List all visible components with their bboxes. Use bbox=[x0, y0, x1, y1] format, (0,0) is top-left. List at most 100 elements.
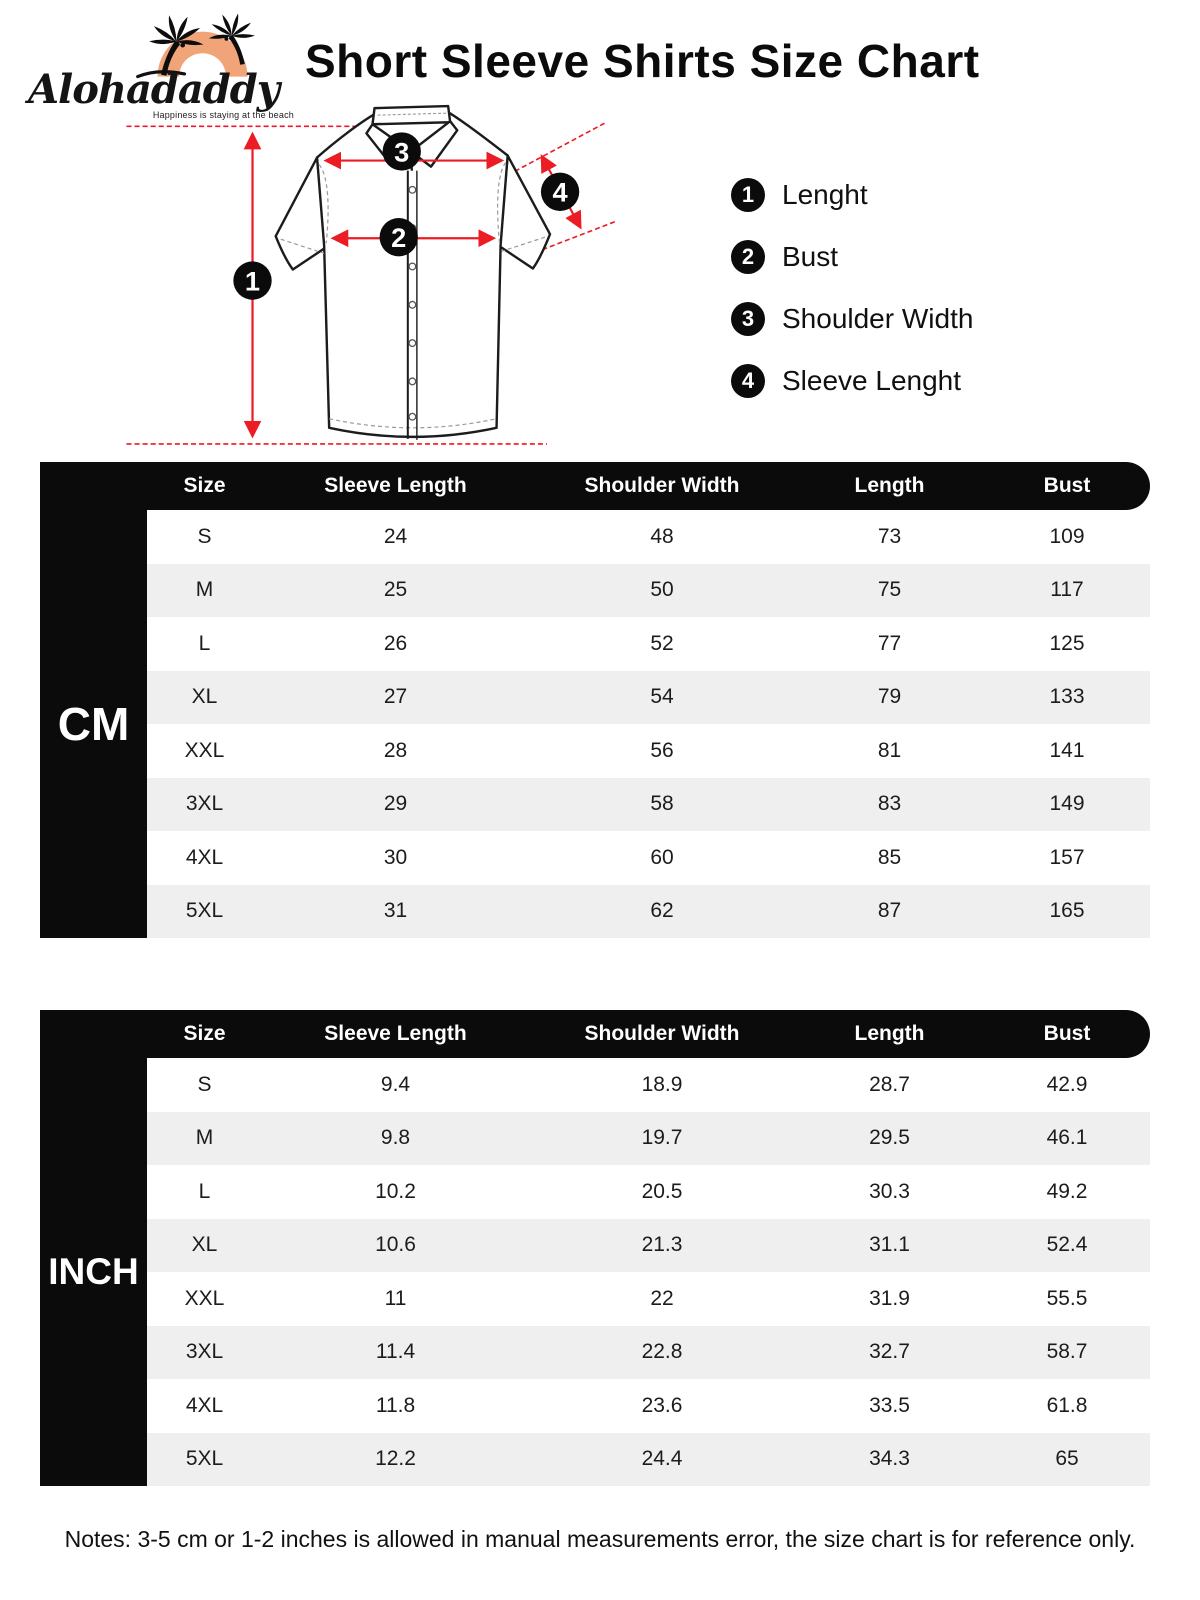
value-cell: 109 bbox=[1049, 524, 1085, 548]
measurement-notes: Notes: 3-5 cm or 1-2 inches is allowed i… bbox=[64, 1526, 1136, 1552]
badge-1: 1 bbox=[245, 265, 260, 296]
table-row: 5XL 31 62 87 165 bbox=[147, 884, 1150, 938]
value-cell: 22 bbox=[650, 1286, 674, 1310]
legend-number-badge: 1 bbox=[731, 178, 765, 212]
value-cell: 10.2 bbox=[375, 1179, 416, 1203]
value-cell: 9.8 bbox=[380, 1126, 411, 1150]
value-cell: 83 bbox=[877, 792, 902, 816]
table-row: XXL 11 22 31.9 55.5 bbox=[147, 1272, 1150, 1326]
table-rows: S 24 48 73 109 M 25 50 75 117 L 26 52 77 125 XL 27 54 79 13… bbox=[147, 510, 1150, 938]
size-cell: S bbox=[197, 1072, 212, 1096]
legend-item-lenght: 1 Lenght bbox=[731, 176, 973, 214]
size-cell: M bbox=[195, 1126, 214, 1150]
value-cell: 31.1 bbox=[869, 1233, 910, 1257]
size-cell: 5XL bbox=[185, 899, 224, 923]
value-cell: 85 bbox=[877, 845, 902, 869]
value-cell: 58.7 bbox=[1046, 1340, 1088, 1364]
value-cell: 31 bbox=[383, 899, 408, 923]
value-cell: 75 bbox=[877, 578, 902, 602]
value-cell: 50 bbox=[650, 578, 674, 602]
size-cell: M bbox=[195, 578, 214, 602]
table-row: XXL 28 56 81 141 bbox=[147, 724, 1150, 778]
table-header-row: Size Sleeve Length Shoulder Width Length Bus… bbox=[40, 462, 1150, 510]
value-cell: 58 bbox=[650, 792, 674, 816]
value-cell: 56 bbox=[650, 738, 674, 762]
size-cell: L bbox=[198, 631, 211, 655]
value-cell: 157 bbox=[1049, 845, 1085, 869]
value-cell: 12.2 bbox=[375, 1447, 416, 1471]
table-rows: S 9.4 18.9 28.7 42.9 M 9.8 19.7 29.5 46.1 L 10.2 20.… bbox=[147, 1058, 1150, 1486]
column-header: Length bbox=[854, 474, 925, 497]
column-header: Bust bbox=[1043, 474, 1091, 497]
legend-number-badge: 4 bbox=[731, 364, 765, 398]
value-cell: 19.7 bbox=[641, 1126, 683, 1150]
value-cell: 52.4 bbox=[1046, 1233, 1088, 1257]
legend-label: Shoulder Width bbox=[782, 303, 974, 334]
table-row: L 26 52 77 125 bbox=[147, 617, 1150, 671]
size-cell: 4XL bbox=[185, 845, 224, 869]
legend-number-badge: 3 bbox=[731, 302, 765, 336]
size-cell: S bbox=[197, 524, 212, 548]
size-cell: XL bbox=[191, 685, 218, 709]
value-cell: 32.7 bbox=[869, 1340, 910, 1364]
table-row: 4XL 11.8 23.6 33.5 61.8 bbox=[147, 1379, 1150, 1433]
badge-4: 4 bbox=[553, 177, 568, 208]
table-row: XL 27 54 79 133 bbox=[147, 670, 1150, 724]
table-row: M 9.8 19.7 29.5 46.1 bbox=[147, 1111, 1150, 1165]
value-cell: 42.9 bbox=[1046, 1072, 1088, 1096]
value-cell: 79 bbox=[877, 685, 902, 709]
column-header: Length bbox=[854, 1022, 925, 1045]
value-cell: 20.5 bbox=[641, 1179, 683, 1203]
size-cell: L bbox=[198, 1179, 211, 1203]
value-cell: 48 bbox=[650, 524, 674, 548]
value-cell: 22.8 bbox=[641, 1340, 683, 1364]
value-cell: 165 bbox=[1049, 899, 1085, 923]
legend-label: Sleeve Lenght bbox=[782, 365, 962, 396]
size-table-cm: Size Sleeve Length Shoulder Width Length Bus… bbox=[40, 462, 1150, 938]
legend-item-sleeve-lenght: 4 Sleeve Lenght bbox=[731, 362, 973, 400]
legend-number-badge: 2 bbox=[731, 240, 765, 274]
shirt-placket bbox=[406, 170, 418, 440]
value-cell: 141 bbox=[1049, 738, 1085, 762]
table-header-row: Size Sleeve Length Shoulder Width Length Bus… bbox=[40, 1010, 1150, 1058]
size-cell: XXL bbox=[184, 738, 225, 762]
value-cell: 34.3 bbox=[869, 1447, 910, 1471]
unit-label-inch: INCH bbox=[40, 1010, 147, 1486]
value-cell: 62 bbox=[650, 899, 674, 923]
value-cell: 87 bbox=[877, 899, 902, 923]
size-cell: XXL bbox=[184, 1286, 225, 1310]
badge-3: 3 bbox=[394, 136, 409, 167]
value-cell: 49.2 bbox=[1046, 1179, 1088, 1203]
legend-label: Bust bbox=[782, 241, 839, 272]
legend-item-shoulder-width: 3 Shoulder Width bbox=[731, 300, 973, 338]
value-cell: 60 bbox=[650, 845, 674, 869]
column-header: Sleeve Length bbox=[324, 474, 467, 497]
value-cell: 25 bbox=[383, 578, 408, 602]
value-cell: 125 bbox=[1049, 631, 1085, 655]
shirt-diagram-graphic: 1 2 3 4 bbox=[126, 104, 617, 445]
table-body: INCH S 9.4 18.9 28.7 42.9 M 9.8 19.7 29.5 46.1 L 10… bbox=[40, 1010, 1150, 1486]
value-cell: 149 bbox=[1049, 792, 1085, 816]
table-row: 5XL 12.2 24.4 34.3 65 bbox=[147, 1432, 1150, 1486]
brand-name: Alohadaddy bbox=[28, 66, 280, 113]
table-body: CM S 24 48 73 109 M 25 50 75 117 L 26 52 77 125 XL 27 54 7… bbox=[40, 462, 1150, 938]
palm-tree-icon bbox=[149, 15, 204, 76]
value-cell: 55.5 bbox=[1046, 1286, 1088, 1310]
value-cell: 133 bbox=[1049, 685, 1085, 709]
value-cell: 117 bbox=[1050, 578, 1084, 602]
value-cell: 77 bbox=[877, 631, 902, 655]
value-cell: 18.9 bbox=[641, 1072, 683, 1096]
measurement-legend: 1 Lenght 2 Bust 3 Shoulder Width 4 Sleeve Lengh… bbox=[731, 176, 973, 424]
value-cell: 23.6 bbox=[641, 1393, 683, 1417]
table-row: 3XL 29 58 83 149 bbox=[147, 777, 1150, 831]
value-cell: 30.3 bbox=[869, 1179, 910, 1203]
legend-item-bust: 2 Bust bbox=[731, 238, 973, 276]
stitch-lines bbox=[280, 162, 546, 429]
column-header: Size bbox=[183, 474, 226, 497]
value-cell: 11.8 bbox=[375, 1393, 416, 1417]
legend-label: Lenght bbox=[782, 179, 868, 210]
size-cell: 3XL bbox=[185, 1340, 224, 1364]
value-cell: 11 bbox=[384, 1286, 407, 1310]
value-cell: 65 bbox=[1055, 1447, 1079, 1471]
